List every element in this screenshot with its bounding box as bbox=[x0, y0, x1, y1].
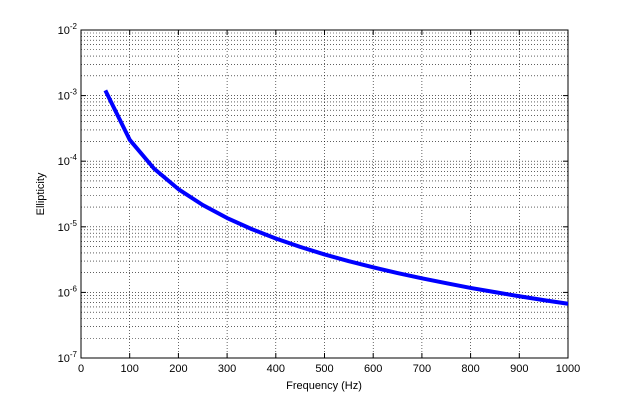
x-tick-label: 500 bbox=[315, 363, 333, 375]
x-tick-label: 700 bbox=[413, 363, 431, 375]
x-tick-label: 300 bbox=[218, 363, 236, 375]
x-tick-label: 400 bbox=[267, 363, 285, 375]
x-tick-label: 600 bbox=[364, 363, 382, 375]
y-tick-label: 10-5 bbox=[58, 219, 78, 234]
data-line bbox=[103, 89, 569, 306]
x-tick-label: 0 bbox=[78, 363, 84, 375]
y-tick-label: 10-6 bbox=[58, 284, 78, 299]
x-axis-label: Frequency (Hz) bbox=[286, 380, 362, 392]
y-tick-label: 10-3 bbox=[58, 88, 78, 103]
x-tick-label: 1000 bbox=[556, 363, 580, 375]
y-axis-label: Ellipticity bbox=[35, 172, 47, 215]
y-tick-label: 10-2 bbox=[58, 22, 78, 37]
x-tick-label: 900 bbox=[510, 363, 528, 375]
y-tick-label: 10-4 bbox=[58, 153, 78, 168]
x-tick-label: 800 bbox=[461, 363, 479, 375]
axes-box bbox=[80, 29, 569, 359]
y-tick-label: 10-7 bbox=[58, 350, 78, 365]
x-tick-label: 200 bbox=[169, 363, 187, 375]
x-tick-label: 100 bbox=[121, 363, 139, 375]
